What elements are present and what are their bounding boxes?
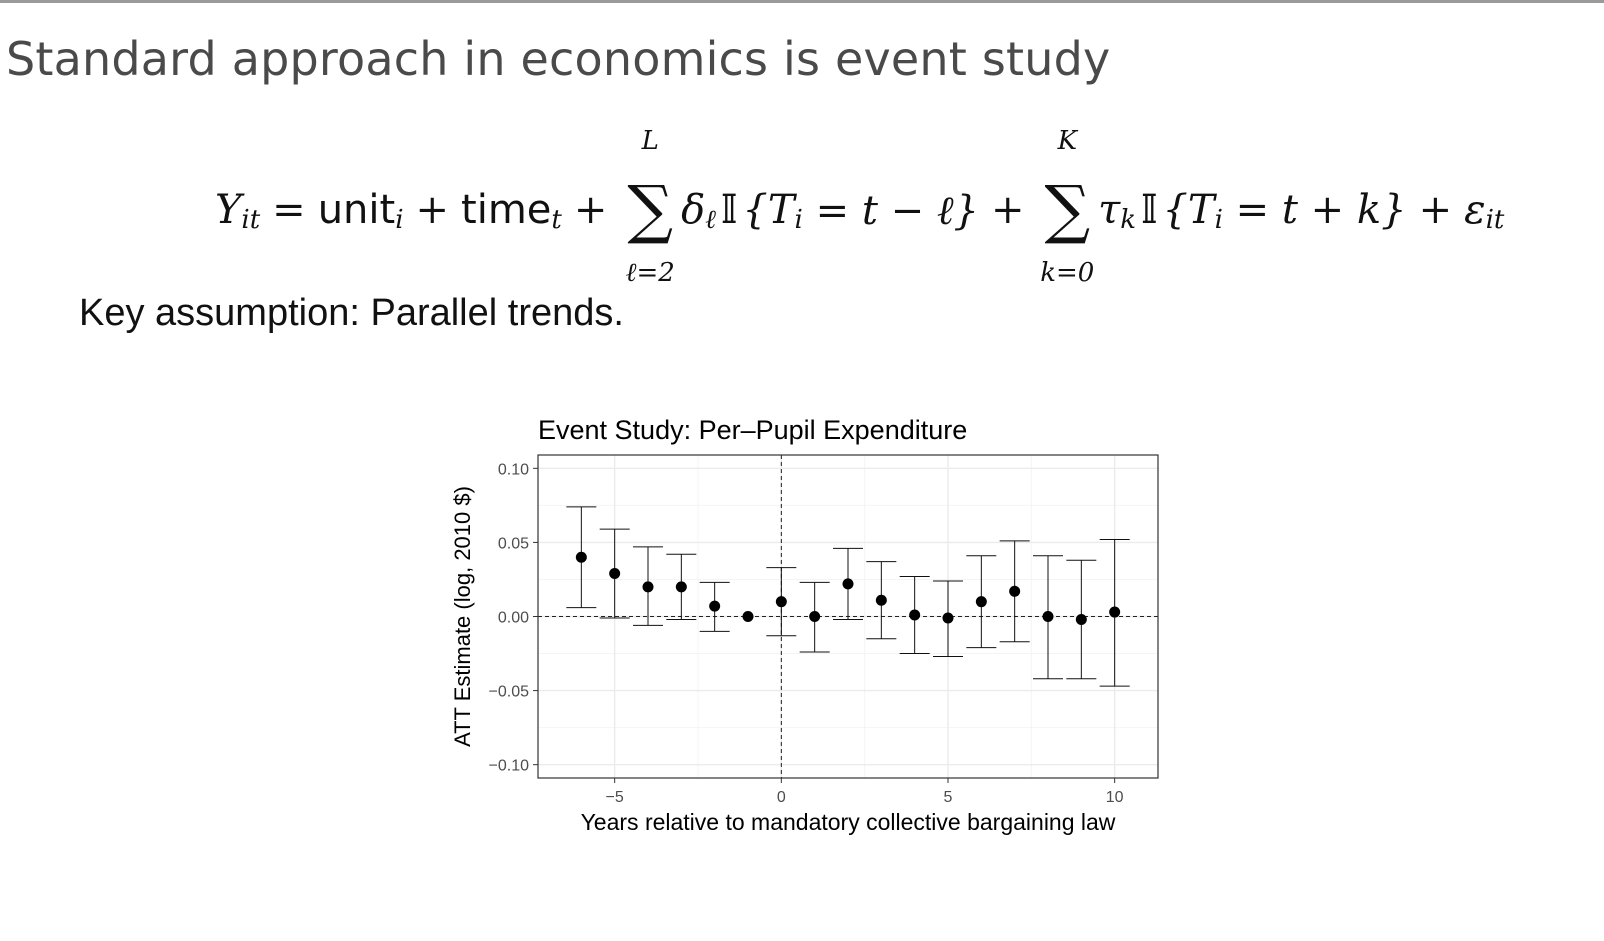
sum-pre-lower: ℓ=2 [625,258,675,288]
data-point [1109,606,1121,618]
eq-lhs-sub: it [241,205,261,235]
data-point [942,612,954,624]
x-tick-label: 5 [944,789,953,806]
data-point [609,568,621,580]
data-point [1042,611,1054,622]
data-point [575,551,587,563]
sum-pre-upper: L [641,126,659,156]
data-point [1075,613,1087,625]
data-point [875,594,887,606]
eq-lhs: Y [215,187,242,233]
eq-delta: δ [681,187,706,233]
chart-title: Event Study: Per–Pupil Expenditure [538,415,967,445]
event-study-chart: −5 0 5 10 0.10 0.05 0.00 −0.05 −0.10 Event Study:… [450,415,1159,835]
key-assumption: Key assumption: Parallel trends. [79,292,624,334]
x-tick-label: −5 [606,789,624,806]
data-point [709,600,721,612]
eq-time: time [461,187,552,233]
y-tick-label: 0.10 [498,461,529,478]
y-tick-label: 0.00 [498,610,529,627]
y-axis-label: ATT Estimate (log, 2010 $) [450,486,475,747]
eq-ind1-sub: i [794,205,803,235]
data-point [809,611,821,622]
indicator-2: 𝕀 [1140,187,1159,233]
eq-ind2-rest: = t + k} [1222,187,1407,233]
data-point [975,596,987,608]
x-axis-label: Years relative to mandatory collective b… [581,809,1116,835]
slide-title: Standard approach in economics is event … [6,32,1111,86]
eq-unit: unit [317,187,396,233]
data-point [909,609,921,621]
x-tick-label: 0 [777,789,786,806]
data-point [1009,585,1021,597]
y-tick-label: 0.05 [498,535,529,552]
sum-post-lower: k=0 [1040,258,1095,288]
eq-error: ε [1464,187,1486,233]
sum-post: K ∑ k=0 [1040,126,1095,288]
data-point [742,611,754,622]
eq-delta-sub: ℓ [705,205,716,235]
x-tick-label: 10 [1106,789,1124,806]
y-tick-label: −0.10 [489,758,530,775]
eq-ind2: {T [1162,187,1215,233]
data-point [642,581,654,593]
sum-pre: L ∑ ℓ=2 [625,126,675,288]
y-tick-label: −0.05 [489,684,530,701]
eq-unit-sub: i [395,205,404,235]
eq-tau: τ [1098,187,1121,233]
data-point [842,578,854,590]
data-point [775,596,787,608]
data-point [675,581,687,593]
eq-time-sub: t [551,205,562,235]
eq-ind2-sub: i [1214,205,1223,235]
eq-error-sub: it [1485,205,1505,235]
indicator-1: 𝕀 [720,187,739,233]
eq-ind1: {T [742,187,795,233]
top-border [0,0,1604,3]
eq-tau-sub: k [1120,205,1137,235]
eq-ind1-rest: = t − ℓ} [802,187,979,234]
sum-post-upper: K [1057,126,1078,156]
